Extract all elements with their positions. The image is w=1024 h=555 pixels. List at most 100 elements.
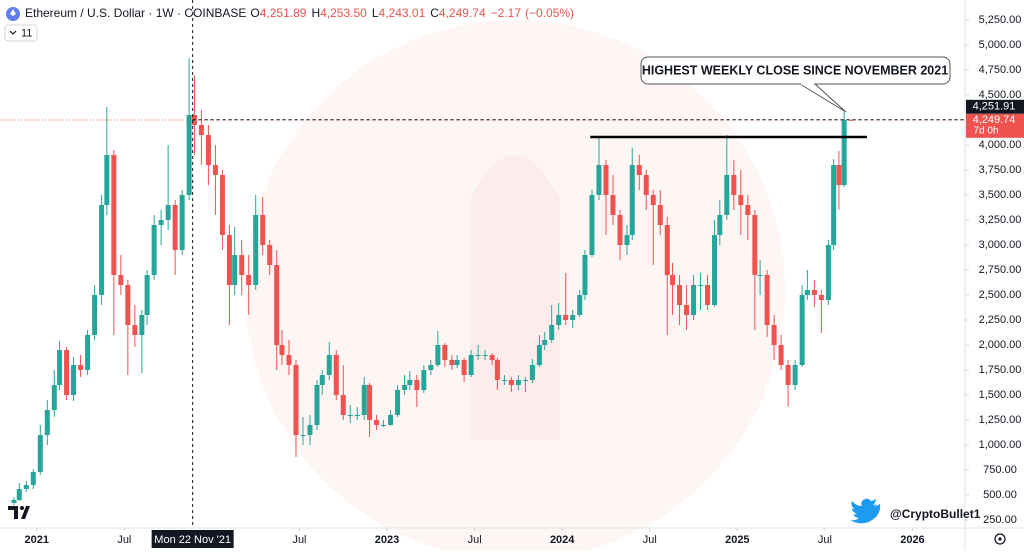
candle bbox=[125, 280, 131, 375]
candle-body bbox=[831, 165, 837, 245]
candle-body bbox=[132, 325, 138, 335]
candle-body bbox=[395, 390, 401, 415]
y-tick-label: 2,000.00 bbox=[979, 339, 1022, 351]
candle-body bbox=[37, 435, 43, 472]
candle-body bbox=[165, 205, 171, 220]
ohlc-prefix: O bbox=[250, 6, 259, 20]
candle bbox=[57, 341, 63, 390]
x-tick-label: Jul bbox=[818, 534, 832, 546]
candle-body bbox=[226, 235, 232, 285]
candle bbox=[421, 365, 427, 393]
candle-body bbox=[785, 365, 791, 385]
candle bbox=[650, 190, 656, 265]
candle bbox=[246, 255, 252, 315]
candle-body bbox=[563, 315, 569, 320]
y-tick-label: 3,250.00 bbox=[979, 214, 1022, 226]
candle-body bbox=[354, 415, 360, 416]
x-tick-label: 2025 bbox=[725, 534, 749, 546]
candle bbox=[361, 377, 367, 420]
candle bbox=[549, 305, 555, 343]
candle-body bbox=[582, 255, 588, 295]
candle bbox=[691, 275, 697, 320]
y-tick-label: 2,250.00 bbox=[979, 314, 1022, 326]
twitter-icon bbox=[850, 498, 881, 524]
candle-body bbox=[792, 365, 798, 385]
candle bbox=[428, 360, 434, 375]
change-value: −2.17 bbox=[491, 6, 522, 20]
candle bbox=[475, 345, 481, 360]
candle-body bbox=[717, 215, 723, 235]
candle bbox=[30, 469, 36, 489]
candle-body bbox=[361, 385, 367, 415]
candle bbox=[314, 380, 320, 430]
candle-body bbox=[536, 345, 542, 365]
candle bbox=[657, 190, 663, 235]
candle-body bbox=[421, 370, 427, 390]
candle bbox=[724, 135, 730, 220]
candle-body bbox=[30, 472, 36, 485]
y-tick-label: 4,000.00 bbox=[979, 139, 1022, 151]
candle bbox=[388, 410, 394, 426]
candle bbox=[165, 145, 171, 230]
candle bbox=[515, 375, 521, 390]
candle bbox=[848, 119, 854, 121]
candle bbox=[461, 358, 467, 382]
candle-body bbox=[326, 355, 332, 375]
crosshair-time-box bbox=[151, 530, 234, 548]
candle-body bbox=[57, 350, 63, 385]
candle-body bbox=[367, 385, 373, 420]
candle bbox=[226, 225, 232, 325]
candle bbox=[347, 405, 353, 423]
candle-body bbox=[757, 275, 763, 276]
candle-body bbox=[374, 420, 380, 425]
candle-body bbox=[461, 360, 467, 375]
candle-body bbox=[515, 380, 521, 385]
y-tick-label: 3,500.00 bbox=[979, 189, 1022, 201]
candle bbox=[542, 332, 548, 350]
candle-body bbox=[307, 425, 313, 435]
candle bbox=[179, 190, 185, 255]
candle-body bbox=[51, 385, 57, 410]
indicator-toggle[interactable] bbox=[4, 24, 38, 42]
candle bbox=[818, 290, 824, 333]
candle bbox=[172, 200, 178, 275]
change-percent: (−0.05%) bbox=[525, 6, 574, 20]
ohlc-value: 4,251.89 bbox=[260, 6, 307, 20]
candle-body bbox=[92, 295, 98, 335]
candle bbox=[738, 170, 744, 235]
y-tick-label: 3,000.00 bbox=[979, 239, 1022, 251]
candle bbox=[85, 330, 91, 375]
ohlc-value: 4,249.74 bbox=[439, 6, 486, 20]
candle-body bbox=[745, 205, 751, 215]
candle-body bbox=[340, 395, 346, 415]
candle-body bbox=[764, 275, 770, 325]
candle bbox=[825, 240, 831, 305]
candle-body bbox=[186, 115, 192, 195]
candle-body bbox=[610, 195, 616, 215]
candle bbox=[37, 425, 43, 475]
candle-body bbox=[104, 155, 110, 205]
candle bbox=[489, 353, 495, 365]
candle-body bbox=[570, 315, 576, 320]
candle bbox=[684, 285, 690, 330]
candle bbox=[132, 305, 138, 347]
candle-body bbox=[78, 365, 84, 370]
candle bbox=[333, 350, 339, 400]
candle bbox=[831, 159, 837, 250]
candle bbox=[677, 275, 683, 325]
logo-shape bbox=[8, 506, 30, 519]
settings-icon[interactable] bbox=[994, 533, 1006, 545]
candle-body bbox=[508, 380, 514, 385]
candle-body bbox=[738, 195, 744, 205]
y-tick-label: 2,500.00 bbox=[979, 289, 1022, 301]
candle-body bbox=[333, 355, 339, 395]
candle bbox=[267, 240, 273, 275]
candle bbox=[577, 290, 583, 317]
ohlc-value: 4,253.50 bbox=[320, 6, 367, 20]
symbol-name: Ethereum / U.S. Dollar · 1W · COINBASE bbox=[25, 6, 246, 20]
candle-body bbox=[232, 255, 238, 285]
candle-body bbox=[684, 305, 690, 315]
candle bbox=[260, 197, 266, 255]
candle bbox=[340, 365, 346, 420]
